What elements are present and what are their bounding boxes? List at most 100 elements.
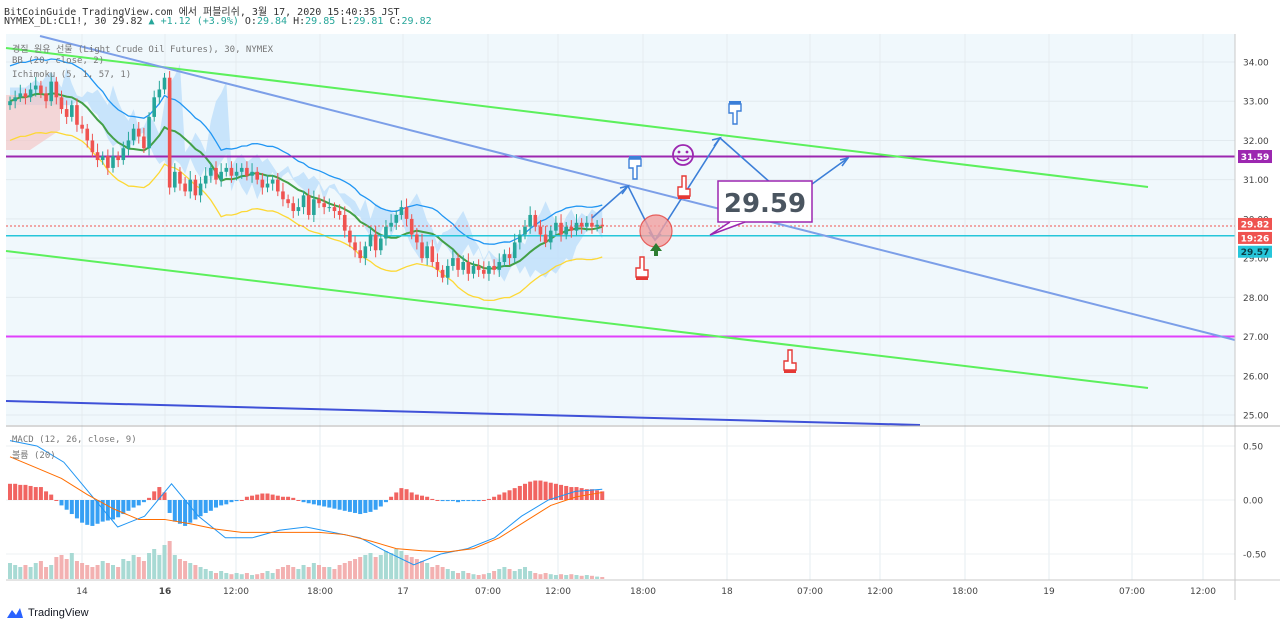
legend-main: 경질 원유 선물 (Light Crude Oil Futures), 30, … bbox=[12, 45, 274, 55]
y-tick-label: 28.00 bbox=[1243, 294, 1269, 304]
volume-bar bbox=[404, 555, 409, 579]
candle bbox=[250, 171, 254, 176]
volume-bar bbox=[461, 571, 466, 579]
candle bbox=[281, 191, 285, 200]
candle bbox=[492, 265, 496, 270]
candle bbox=[409, 218, 414, 235]
candle bbox=[435, 262, 440, 270]
macd-histogram-bar bbox=[208, 500, 213, 511]
candle bbox=[85, 128, 90, 141]
volume-bar bbox=[33, 563, 38, 579]
volume-bar bbox=[126, 561, 131, 579]
macd-histogram-bar bbox=[394, 492, 399, 500]
x-tick-label: 12:00 bbox=[1190, 587, 1216, 597]
macd-line bbox=[9, 440, 603, 566]
macd-histogram-bar bbox=[579, 488, 584, 500]
volume-bar bbox=[177, 559, 182, 579]
volume-bar bbox=[353, 559, 358, 579]
y-tick-label: 33.00 bbox=[1243, 98, 1269, 108]
candle bbox=[404, 207, 409, 219]
candle bbox=[332, 207, 337, 212]
candle bbox=[415, 234, 419, 243]
volume-bar bbox=[450, 571, 455, 579]
volume-bar bbox=[373, 557, 378, 579]
candle bbox=[126, 140, 131, 149]
candle bbox=[312, 199, 316, 215]
main-pane[interactable] bbox=[6, 34, 1235, 425]
candle bbox=[193, 179, 198, 196]
macd-histogram-bar bbox=[80, 500, 85, 523]
macd-histogram-bar bbox=[100, 500, 105, 522]
macd-histogram-bar bbox=[167, 500, 172, 513]
macd-tick-label: 0.00 bbox=[1243, 497, 1263, 507]
candle bbox=[538, 226, 543, 235]
macd-histogram-bar bbox=[193, 500, 198, 520]
macd-histogram-bar bbox=[219, 500, 224, 506]
macd-histogram-bar bbox=[440, 500, 445, 502]
volume-bar bbox=[64, 559, 69, 579]
volume-bar bbox=[497, 569, 502, 579]
candle bbox=[162, 77, 167, 90]
candle bbox=[533, 214, 538, 227]
macd-histogram-bar bbox=[502, 492, 507, 500]
volume-bar bbox=[214, 573, 218, 579]
last-price-tag-text: 29.82 bbox=[1241, 220, 1269, 230]
candle bbox=[44, 93, 48, 102]
candle bbox=[579, 222, 584, 227]
candle bbox=[59, 97, 64, 110]
macd-histogram-bar bbox=[74, 500, 79, 519]
channel-lower-line bbox=[5, 250, 1149, 389]
volume-bar bbox=[208, 571, 213, 579]
macd-histogram-bar bbox=[198, 500, 203, 517]
macd-histogram-bar bbox=[471, 500, 476, 502]
candle bbox=[136, 128, 141, 137]
candle bbox=[183, 183, 187, 192]
volume-bar bbox=[311, 563, 316, 579]
candle bbox=[54, 81, 59, 98]
macd-tick-label: 0.50 bbox=[1243, 443, 1263, 453]
volume-bar bbox=[203, 569, 208, 579]
volume-bar bbox=[229, 574, 234, 579]
x-tick-label: 18:00 bbox=[952, 587, 978, 597]
volume-bar bbox=[280, 567, 285, 579]
macd-histogram-bar bbox=[301, 500, 306, 503]
candle bbox=[111, 156, 115, 168]
tradingview-logo[interactable]: TradingView bbox=[6, 607, 89, 619]
x-tick-label: 07:00 bbox=[797, 587, 823, 597]
volume-bar bbox=[183, 561, 188, 579]
volume-bar bbox=[244, 573, 249, 579]
candle bbox=[18, 93, 23, 98]
volume-bar bbox=[260, 573, 265, 579]
macd-histogram-bar bbox=[69, 500, 74, 515]
macd-histogram-bar bbox=[147, 497, 152, 500]
volume-bar bbox=[136, 557, 141, 579]
macd-histogram-bar bbox=[327, 500, 332, 508]
volume-bar bbox=[301, 565, 306, 579]
macd-histogram-bar bbox=[203, 500, 208, 513]
macd-histogram-bar bbox=[126, 500, 131, 511]
x-tick-label: 18:00 bbox=[630, 587, 656, 597]
macd-histogram-bar bbox=[456, 500, 461, 503]
volume-bar bbox=[250, 575, 255, 579]
macd-histogram-bar bbox=[250, 495, 255, 500]
candle bbox=[23, 93, 28, 98]
volume-bar bbox=[162, 545, 167, 579]
candle bbox=[482, 269, 486, 274]
macd-histogram-bar bbox=[234, 500, 239, 502]
x-tick-label: 12:00 bbox=[545, 587, 571, 597]
macd-histogram-bar bbox=[450, 500, 455, 502]
smiley-mouth bbox=[676, 157, 690, 162]
macd-histogram-bar bbox=[172, 500, 177, 522]
candle bbox=[394, 214, 399, 223]
volume-bar bbox=[317, 565, 321, 579]
candle bbox=[167, 77, 172, 188]
resistance-price-tag-text: 31.59 bbox=[1241, 153, 1269, 163]
candle bbox=[121, 148, 126, 161]
candle bbox=[157, 89, 162, 98]
volume-bar bbox=[111, 565, 115, 579]
volume-bar bbox=[172, 555, 177, 579]
macd-histogram-bar bbox=[553, 483, 558, 500]
macd-histogram-bar bbox=[342, 500, 347, 511]
resistance-price-tag bbox=[1238, 150, 1272, 164]
